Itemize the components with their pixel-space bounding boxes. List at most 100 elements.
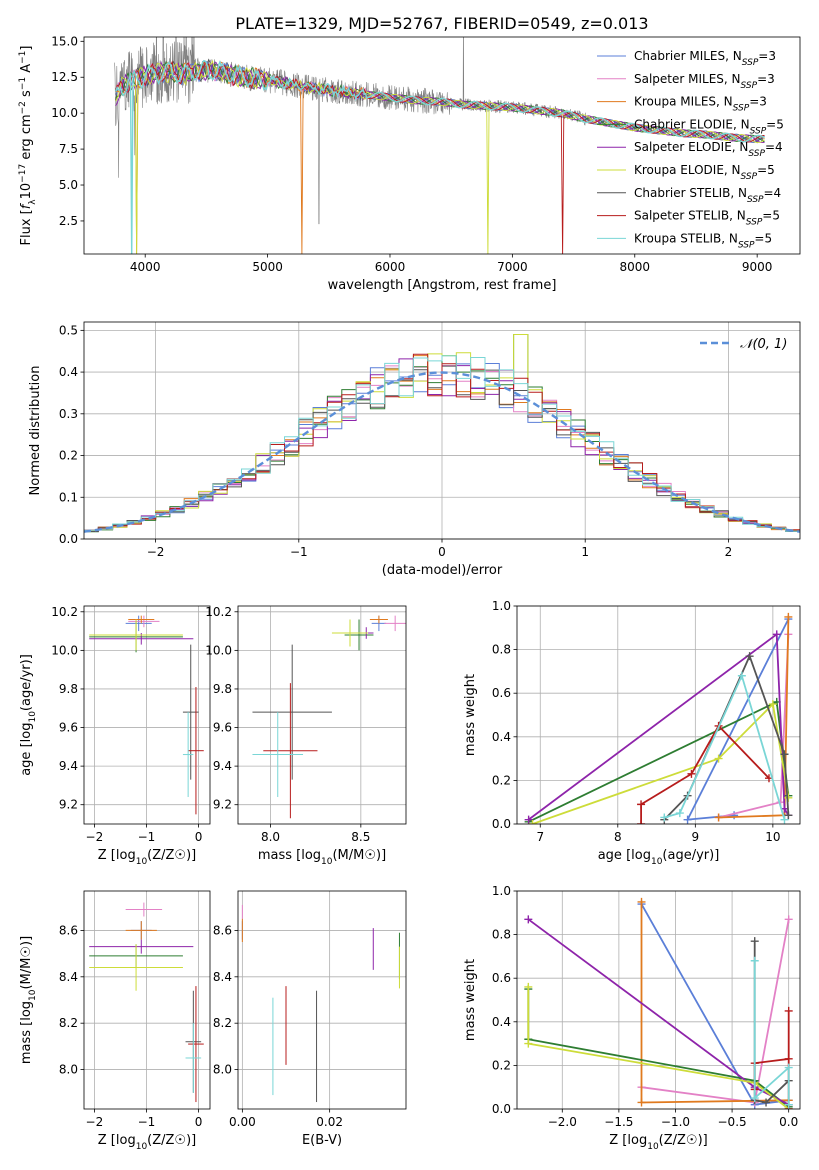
y-tick-label: 0.8 (492, 928, 511, 942)
y-axis-label: mass [log10(M/M☉)] (19, 936, 38, 1064)
y-tick-label: 8.0 (213, 1063, 232, 1077)
axes-frame (516, 605, 801, 825)
y-tick-label: 0.0 (59, 532, 78, 546)
plot-area (241, 904, 400, 1103)
observed-spectrum (114, 37, 765, 225)
y-tick-label: 8.4 (213, 970, 232, 984)
weight-marker-0 (730, 811, 739, 820)
plot-area (524, 897, 793, 1109)
x-tick-label: −1 (138, 1115, 156, 1129)
legend: 𝒩(0, 1) (700, 337, 787, 352)
weight-marker-8 (737, 671, 746, 680)
weight-marker-5 (714, 754, 723, 763)
weight-marker-8 (675, 809, 684, 818)
weight-line-6 (663, 653, 790, 821)
weight-marker-7 (687, 769, 696, 778)
plot-area (114, 37, 765, 254)
x-axis-label: Z [log10(Z/Z☉)] (98, 1133, 196, 1152)
y-tick-label: 9.2 (213, 798, 232, 812)
y-tick-label: 10.0 (51, 643, 78, 657)
weight-marker-7 (637, 820, 646, 824)
y-tick-label: 0.6 (492, 686, 511, 700)
weight-marker-4 (772, 630, 781, 639)
x-tick-label: 7 (536, 830, 544, 844)
x-axis-label: Z [log10(Z/Z☉)] (609, 1133, 707, 1152)
y-tick-label: 8.2 (59, 1016, 78, 1030)
panel-age_vs_mass: 8.0 8.5 9.2 9.4 9.6 9.8 10.0 10.2 mass [log10(M/… (205, 605, 407, 867)
x-axis-label: wavelength [Angstrom, rest frame] (328, 278, 557, 293)
weight-marker-5 (784, 793, 793, 802)
x-tick-label: 2 (725, 545, 733, 559)
x-tick-label: 8.5 (351, 830, 370, 844)
plot-area (524, 612, 793, 824)
y-tick-label: 8.4 (59, 970, 78, 984)
plot-area (89, 902, 204, 1103)
x-axis-label: (data-model)/error (382, 563, 503, 578)
weight-marker-2 (637, 1098, 646, 1107)
y-tick-label: 5.0 (59, 178, 78, 192)
panel-weight_vs_age: 7 8 9 10 0.0 0.2 0.4 0.6 0.8 1.0 age [log10(age/yr… (463, 599, 801, 867)
legend-label-normal: 𝒩(0, 1) (740, 337, 787, 352)
x-tick-label: 4000 (130, 260, 161, 274)
weight-marker-8 (750, 1094, 759, 1103)
plot-area (252, 615, 406, 819)
weight-marker-8 (780, 815, 789, 824)
weight-line-4 (527, 918, 790, 1106)
normal-reference-curve (84, 371, 800, 533)
legend-label-6: Chabrier STELIB, NSSP=4 (634, 186, 781, 205)
weight-marker-8 (784, 1100, 793, 1109)
legend-label-3: Chabrier ELODIE, NSSP=5 (634, 117, 784, 136)
axes-frame (237, 605, 407, 825)
y-tick-label: 0.0 (492, 817, 511, 831)
model-spectrum-8 (115, 59, 765, 254)
weight-marker-6 (784, 811, 793, 820)
x-tick-label: 8000 (619, 260, 650, 274)
weight-marker-6 (750, 937, 759, 946)
y-tick-label: 0.4 (59, 365, 78, 379)
model-spectrum-2 (115, 61, 765, 254)
y-tick-label: 9.4 (59, 759, 78, 773)
weight-marker-2 (714, 813, 723, 822)
weight-marker-8 (660, 813, 669, 822)
y-tick-label: 0.5 (59, 323, 78, 337)
weight-marker-5 (768, 700, 777, 709)
panel-mass_vs_EBV: 0.00 0.02 8.0 8.2 8.4 8.6 E(B-V) (213, 890, 407, 1148)
x-axis-label: mass [log10(M/M☉)] (258, 848, 386, 867)
axes-frame (83, 890, 211, 1110)
y-axis-label: mass weight (463, 959, 478, 1041)
x-tick-label: 0 (438, 545, 446, 559)
x-tick-label: 9000 (742, 260, 773, 274)
weight-marker-4 (524, 915, 533, 924)
panel-weight_vs_Z: −2.0 −1.5 −1.0 −0.5 0.0 0.0 0.2 0.4 0.6 0.8 1.0 Z [… (463, 884, 801, 1152)
y-axis-label: Flux [fλ10−17 erg cm−2 s−1 A−1] (18, 46, 38, 246)
legend-label-4: Salpeter ELODIE, NSSP=4 (634, 140, 783, 159)
legend-label-5: Kroupa ELODIE, NSSP=5 (634, 163, 775, 182)
legend-label-1: Salpeter MILES, NSSP=3 (634, 72, 775, 91)
x-axis-label: E(B-V) (302, 1133, 342, 1148)
x-tick-label: 9 (692, 830, 700, 844)
legend-label-0: Chabrier MILES, NSSP=3 (634, 49, 776, 68)
legend-label-7: Salpeter STELIB, NSSP=5 (634, 209, 780, 228)
weight-marker-8 (750, 956, 759, 965)
weight-marker-2 (784, 612, 793, 621)
model-spectrum-5 (115, 59, 765, 254)
x-tick-label: 7000 (497, 260, 528, 274)
y-tick-label: 0.2 (492, 1058, 511, 1072)
x-tick-label: −0.5 (718, 1115, 747, 1129)
y-tick-label: 9.6 (213, 721, 232, 735)
x-tick-label: −2 (86, 1115, 104, 1129)
y-tick-label: 0.2 (59, 449, 78, 463)
x-tick-label: −1.0 (661, 1115, 690, 1129)
model-spectrum-0 (115, 60, 765, 143)
y-tick-label: 10.2 (51, 605, 78, 619)
y-tick-label: 15.0 (51, 34, 78, 48)
y-tick-label: 1.0 (492, 884, 511, 898)
y-tick-label: 9.8 (213, 682, 232, 696)
y-tick-label: 0.8 (492, 643, 511, 657)
panel-mass_vs_Z: −2 −1 0 8.0 8.2 8.4 8.6 Z [log10(Z/Z☉)] mass [lo… (19, 890, 211, 1152)
y-tick-label: 8.6 (59, 923, 78, 937)
y-tick-label: 9.8 (59, 682, 78, 696)
weight-marker-6 (762, 1098, 771, 1107)
y-tick-label: 0.2 (492, 773, 511, 787)
y-axis-label: Normed distribution (28, 366, 43, 496)
